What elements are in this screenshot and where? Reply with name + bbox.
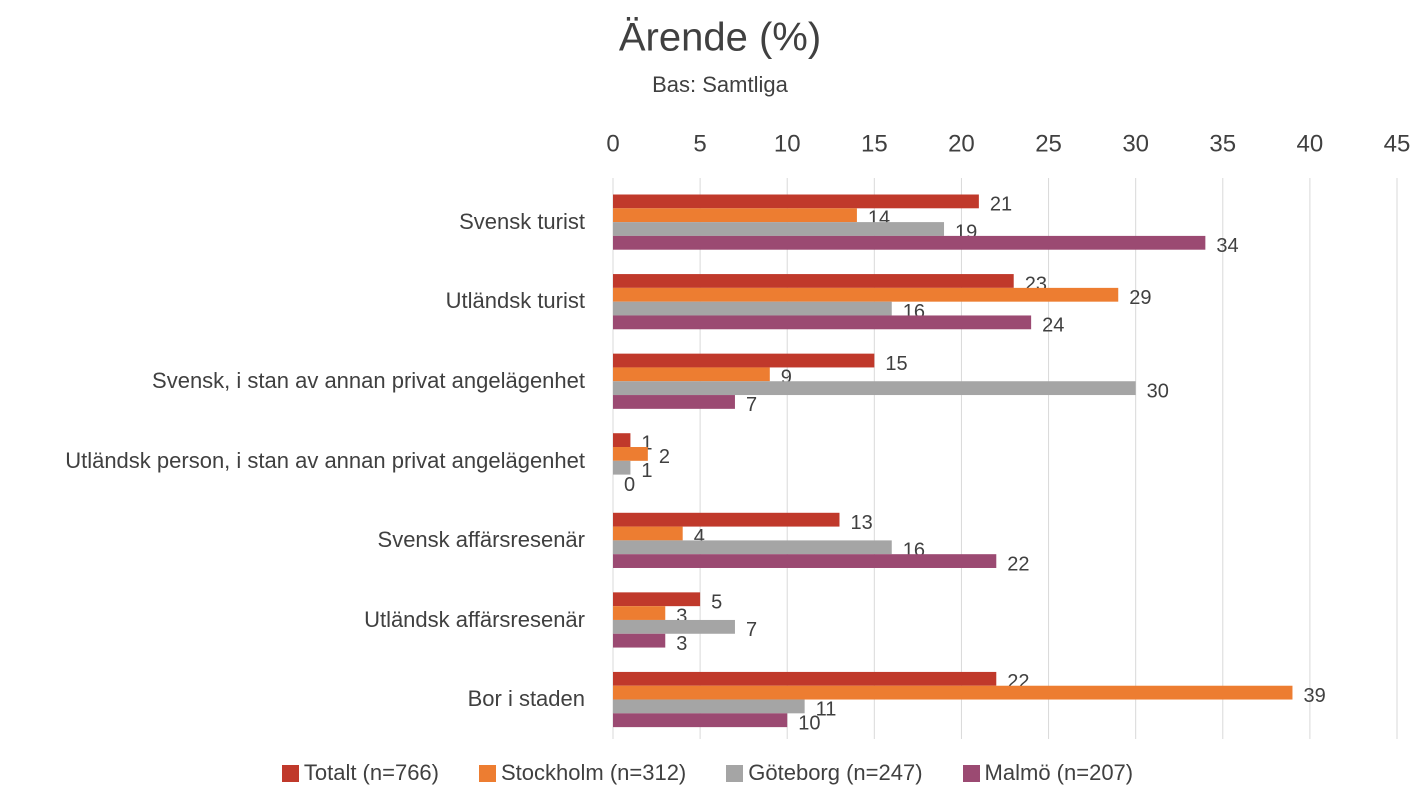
y-tick-label: Svensk, i stan av annan privat angelägen…	[152, 367, 585, 393]
data-label: 11	[816, 699, 837, 721]
bar	[613, 685, 1293, 700]
bar	[613, 633, 666, 648]
data-label: 7	[746, 394, 757, 416]
legend-item: Stockholm (n=312)	[479, 760, 686, 786]
bar	[613, 208, 857, 223]
data-label: 5	[711, 592, 722, 614]
legend-item: Göteborg (n=247)	[726, 760, 923, 786]
chart-title: Ärende (%)	[619, 16, 821, 60]
bar	[613, 554, 997, 568]
bar	[613, 671, 997, 686]
data-label: 2	[659, 446, 670, 468]
bar	[613, 194, 979, 209]
legend-label: Malmö (n=207)	[984, 760, 1134, 785]
bar	[613, 540, 892, 555]
bar	[613, 367, 770, 382]
bar	[613, 395, 735, 409]
data-label: 7	[746, 619, 757, 641]
data-label: 21	[990, 194, 1012, 216]
data-label: 34	[1216, 235, 1238, 257]
legend-swatch	[726, 764, 744, 782]
x-tick-label: 30	[1122, 130, 1149, 157]
bar	[613, 433, 631, 448]
y-tick-label: Bor i staden	[467, 686, 585, 712]
y-tick-label: Svensk affärsresenär	[377, 527, 585, 553]
data-label: 0	[624, 474, 635, 496]
legend-label: Totalt (n=766)	[303, 760, 439, 785]
y-tick-label: Utländsk turist	[445, 288, 585, 314]
bar	[613, 235, 1206, 250]
x-tick-label: 0	[606, 130, 619, 157]
bar	[613, 287, 1119, 302]
bar	[613, 460, 631, 475]
x-tick-label: 20	[948, 130, 975, 157]
data-label: 29	[1129, 287, 1151, 309]
legend-label: Göteborg (n=247)	[748, 760, 923, 785]
bar	[613, 301, 892, 316]
data-label: 10	[798, 713, 820, 735]
legend-swatch	[479, 764, 496, 782]
legend-swatch	[281, 764, 299, 782]
data-label: 39	[1303, 685, 1325, 707]
x-tick-label: 25	[1035, 130, 1062, 157]
x-tick-label: 5	[693, 130, 706, 157]
bar	[613, 512, 840, 527]
data-label: 1	[641, 432, 652, 454]
bar	[613, 526, 683, 541]
legend-item: Malmö (n=207)	[962, 760, 1134, 786]
legend-item: Totalt (n=766)	[281, 760, 439, 786]
data-label: 3	[676, 633, 687, 655]
bar	[613, 699, 805, 714]
bar	[613, 315, 1032, 330]
legend: Totalt (n=766) Stockholm (n=312) Göteborg …	[0, 760, 1415, 786]
bar	[613, 274, 1014, 288]
data-label: 3	[676, 605, 687, 627]
chart-subtitle: Bas: Samtliga	[652, 72, 788, 97]
bar	[613, 222, 945, 236]
legend-swatch	[962, 764, 980, 782]
bar	[613, 713, 788, 728]
bar	[613, 592, 701, 607]
data-label: 1	[641, 460, 652, 482]
data-label: 15	[885, 353, 907, 375]
bar	[613, 606, 666, 620]
bar	[613, 619, 735, 634]
data-label: 9	[781, 367, 792, 389]
bar	[613, 447, 648, 461]
x-tick-label: 45	[1384, 130, 1411, 157]
y-tick-label: Utländsk affärsresenär	[364, 606, 585, 632]
bar	[613, 381, 1136, 396]
x-tick-label: 10	[774, 130, 801, 157]
x-tick-label: 15	[861, 130, 888, 157]
x-tick-label: 40	[1297, 130, 1324, 157]
legend-label: Stockholm (n=312)	[501, 760, 687, 785]
data-label: 4	[694, 526, 705, 548]
y-tick-label: Utländsk person, i stan av annan privat …	[65, 447, 585, 473]
data-label: 30	[1147, 380, 1169, 402]
x-tick-label: 35	[1209, 130, 1236, 157]
data-label: 24	[1042, 315, 1064, 337]
data-label: 13	[850, 512, 872, 534]
y-tick-label: Svensk turist	[459, 208, 585, 234]
data-label: 22	[1007, 553, 1029, 575]
bar	[613, 353, 875, 368]
